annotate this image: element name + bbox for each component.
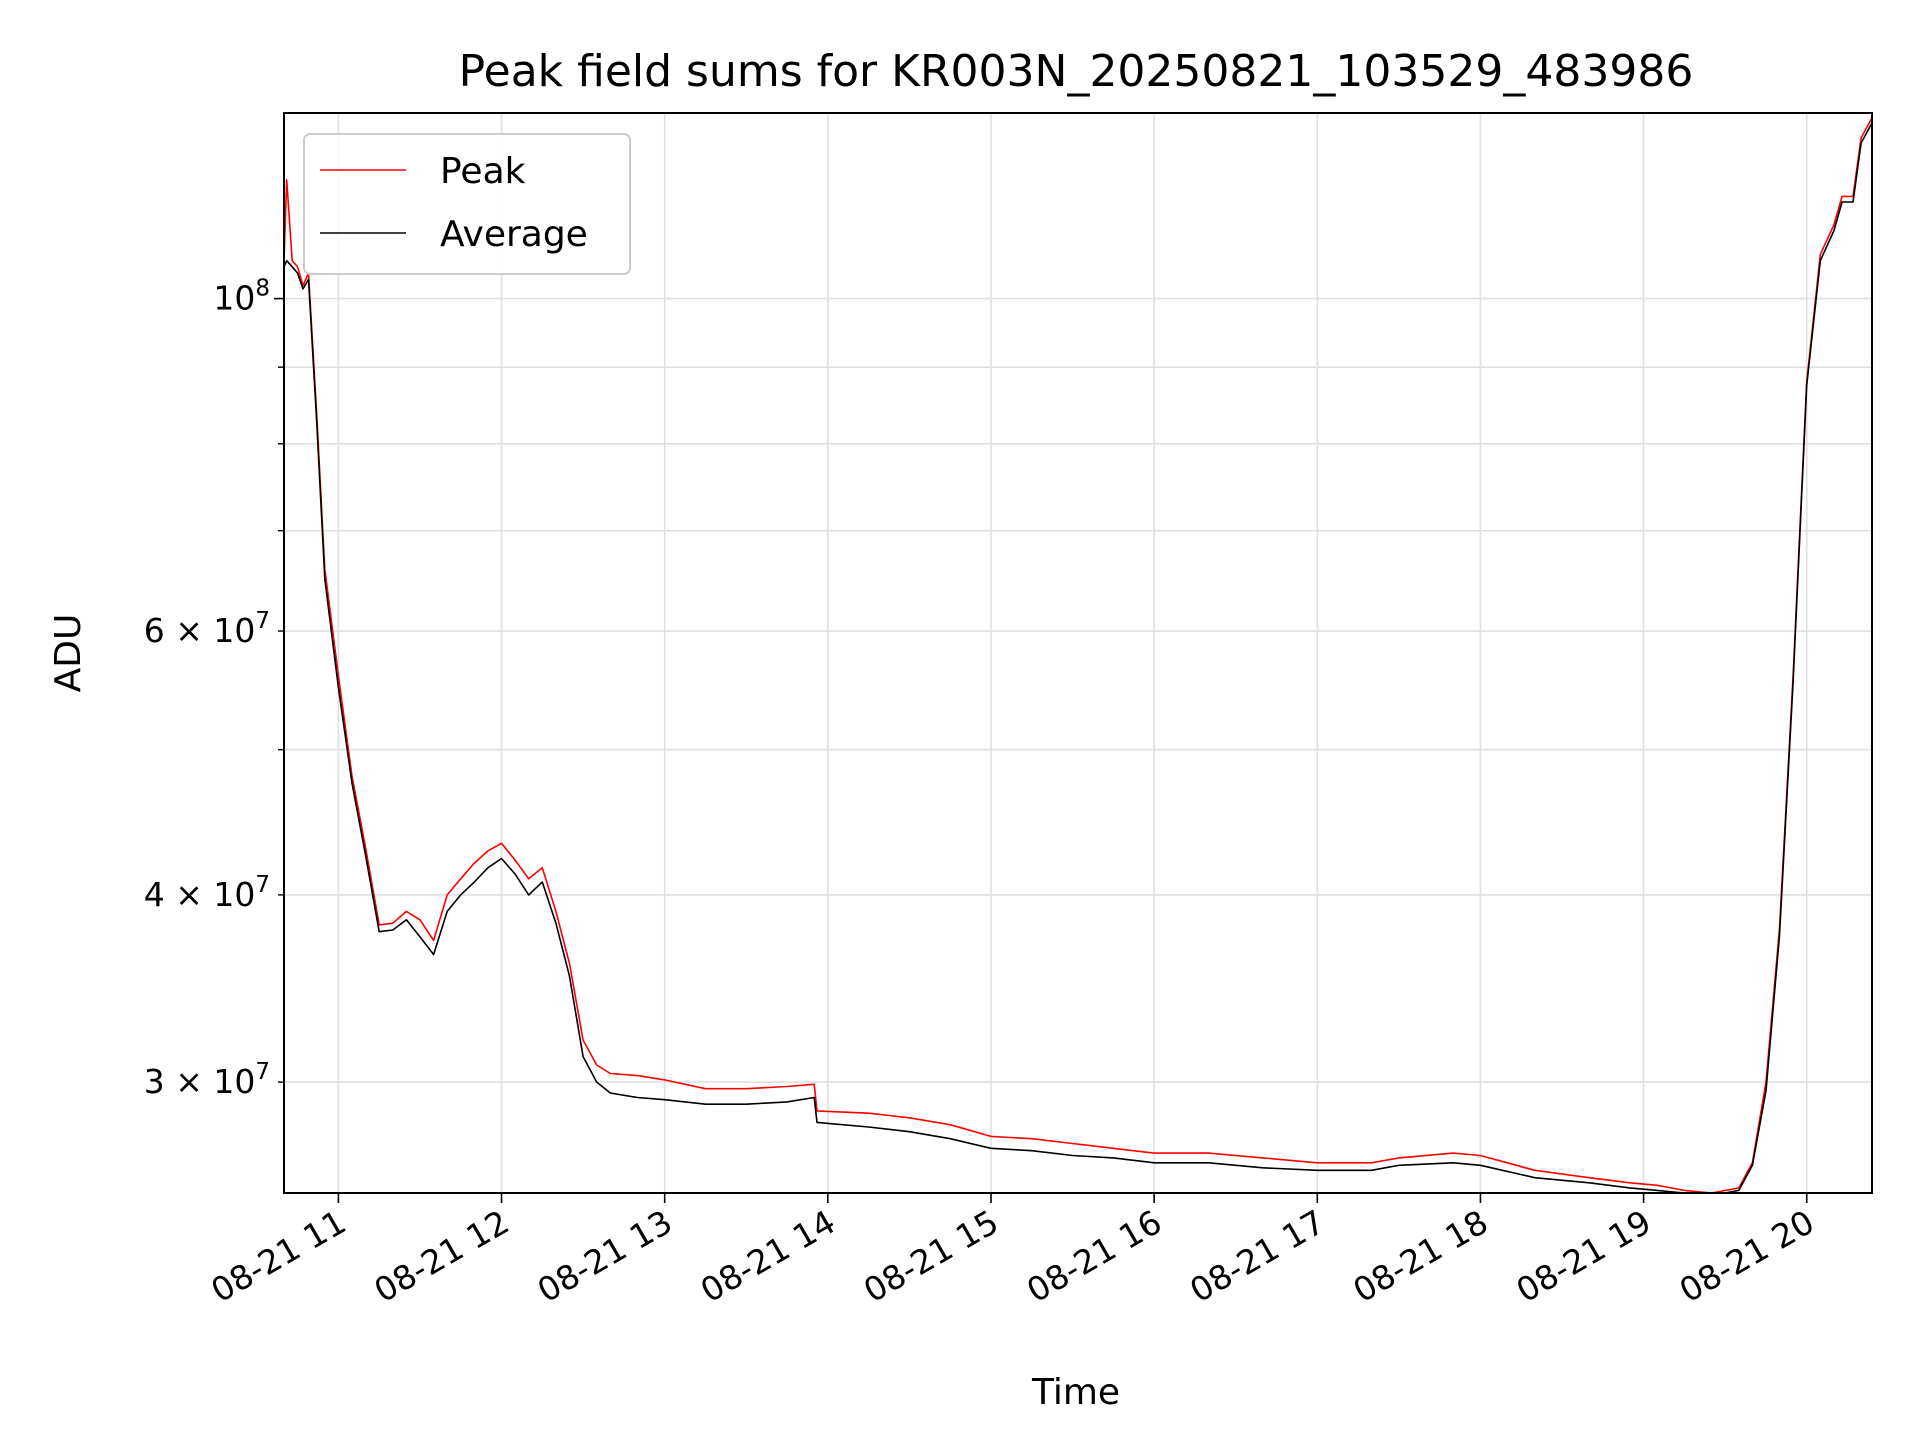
y-tick-label: 108 — [213, 276, 270, 318]
y-tick-label: 3 × 107 — [144, 1059, 270, 1101]
chart-title: Peak field sums for KR003N_20250821_1035… — [459, 46, 1694, 97]
y-tick-label: 6 × 107 — [144, 608, 270, 650]
plot-frame — [283, 112, 1873, 1194]
grid-lines — [284, 113, 1872, 1193]
y-axis-label: ADU — [48, 614, 89, 693]
series-line-peak — [284, 117, 1872, 1193]
legend-label-average: Average — [440, 214, 588, 255]
legend: Peak Average — [303, 133, 631, 275]
legend-box — [303, 133, 631, 275]
y-tick-label: 4 × 107 — [144, 872, 270, 914]
x-axis-label: Time — [1031, 1372, 1120, 1413]
legend-label-peak: Peak — [440, 151, 526, 192]
